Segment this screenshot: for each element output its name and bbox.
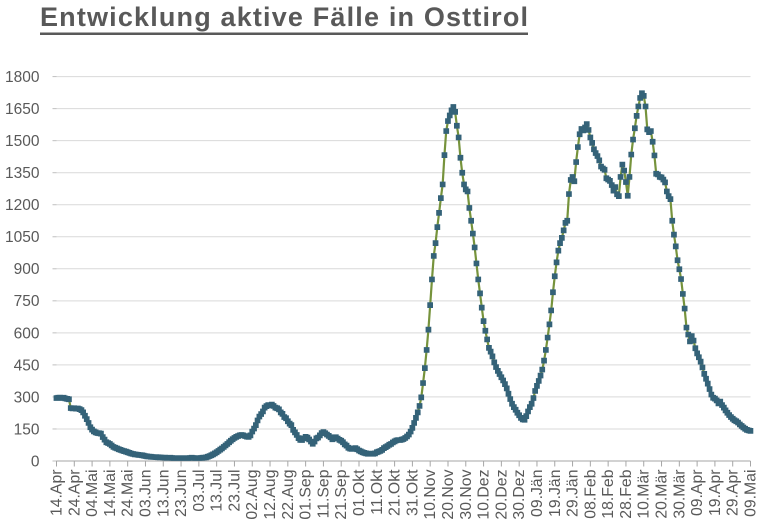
svg-text:28.Feb: 28.Feb xyxy=(618,469,635,518)
svg-text:20.Mär: 20.Mär xyxy=(654,470,671,519)
svg-text:11.Sep: 11.Sep xyxy=(315,469,332,518)
svg-text:750: 750 xyxy=(14,293,40,310)
svg-text:29.Apr: 29.Apr xyxy=(725,470,742,517)
svg-text:04.Mai: 04.Mai xyxy=(84,470,101,517)
svg-text:31.Okt: 31.Okt xyxy=(404,469,421,516)
svg-text:30.Dez: 30.Dez xyxy=(511,469,528,519)
svg-text:1350: 1350 xyxy=(5,165,40,182)
svg-text:01.Okt: 01.Okt xyxy=(351,469,368,516)
svg-text:03.Jun: 03.Jun xyxy=(137,470,154,517)
svg-text:Entwicklung aktive Fälle in Os: Entwicklung aktive Fälle in Osttirol xyxy=(40,2,528,32)
svg-text:10.Mär: 10.Mär xyxy=(636,470,653,519)
svg-text:24.Apr: 24.Apr xyxy=(66,470,83,517)
svg-text:03.Jul: 03.Jul xyxy=(191,470,208,512)
svg-text:19.Apr: 19.Apr xyxy=(707,470,724,517)
svg-text:150: 150 xyxy=(14,421,40,438)
svg-text:24.Mai: 24.Mai xyxy=(120,470,137,517)
svg-text:1050: 1050 xyxy=(5,229,40,246)
svg-text:09.Mai: 09.Mai xyxy=(743,470,760,517)
svg-text:14.Mai: 14.Mai xyxy=(102,470,119,517)
svg-text:21.Okt: 21.Okt xyxy=(387,469,404,516)
svg-text:19.Jän: 19.Jän xyxy=(547,470,564,517)
svg-text:23.Jun: 23.Jun xyxy=(173,470,190,517)
svg-text:14.Apr: 14.Apr xyxy=(49,470,66,517)
svg-text:20.Dez: 20.Dez xyxy=(493,469,510,519)
svg-text:10.Nov: 10.Nov xyxy=(422,469,439,519)
svg-text:1800: 1800 xyxy=(5,69,40,86)
svg-text:12.Aug: 12.Aug xyxy=(262,470,279,520)
svg-text:0: 0 xyxy=(31,453,40,470)
svg-text:450: 450 xyxy=(14,357,40,374)
svg-text:1500: 1500 xyxy=(5,133,40,150)
svg-text:1650: 1650 xyxy=(5,101,40,118)
svg-text:11.Okt: 11.Okt xyxy=(369,469,386,515)
svg-text:09.Jän: 09.Jän xyxy=(529,470,546,517)
svg-text:29.Jän: 29.Jän xyxy=(565,470,582,517)
svg-text:30.Mär: 30.Mär xyxy=(671,470,688,519)
svg-text:1200: 1200 xyxy=(5,197,40,214)
svg-text:300: 300 xyxy=(14,389,40,406)
svg-text:10.Dez: 10.Dez xyxy=(476,469,493,519)
svg-text:09.Apr: 09.Apr xyxy=(689,470,706,517)
svg-text:21.Sep: 21.Sep xyxy=(333,469,350,519)
svg-text:30.Nov: 30.Nov xyxy=(458,469,475,519)
svg-text:13.Jun: 13.Jun xyxy=(155,470,172,517)
svg-text:20.Nov: 20.Nov xyxy=(440,469,457,519)
svg-text:23.Jul: 23.Jul xyxy=(226,470,243,512)
svg-text:13.Jul: 13.Jul xyxy=(209,470,226,512)
svg-text:900: 900 xyxy=(14,261,40,278)
svg-text:01.Sep: 01.Sep xyxy=(298,469,315,519)
svg-text:22.Aug: 22.Aug xyxy=(280,470,297,520)
svg-text:02.Aug: 02.Aug xyxy=(244,470,261,520)
svg-text:18.Feb: 18.Feb xyxy=(600,469,617,518)
svg-text:600: 600 xyxy=(14,325,40,342)
svg-text:08.Feb: 08.Feb xyxy=(582,469,599,518)
